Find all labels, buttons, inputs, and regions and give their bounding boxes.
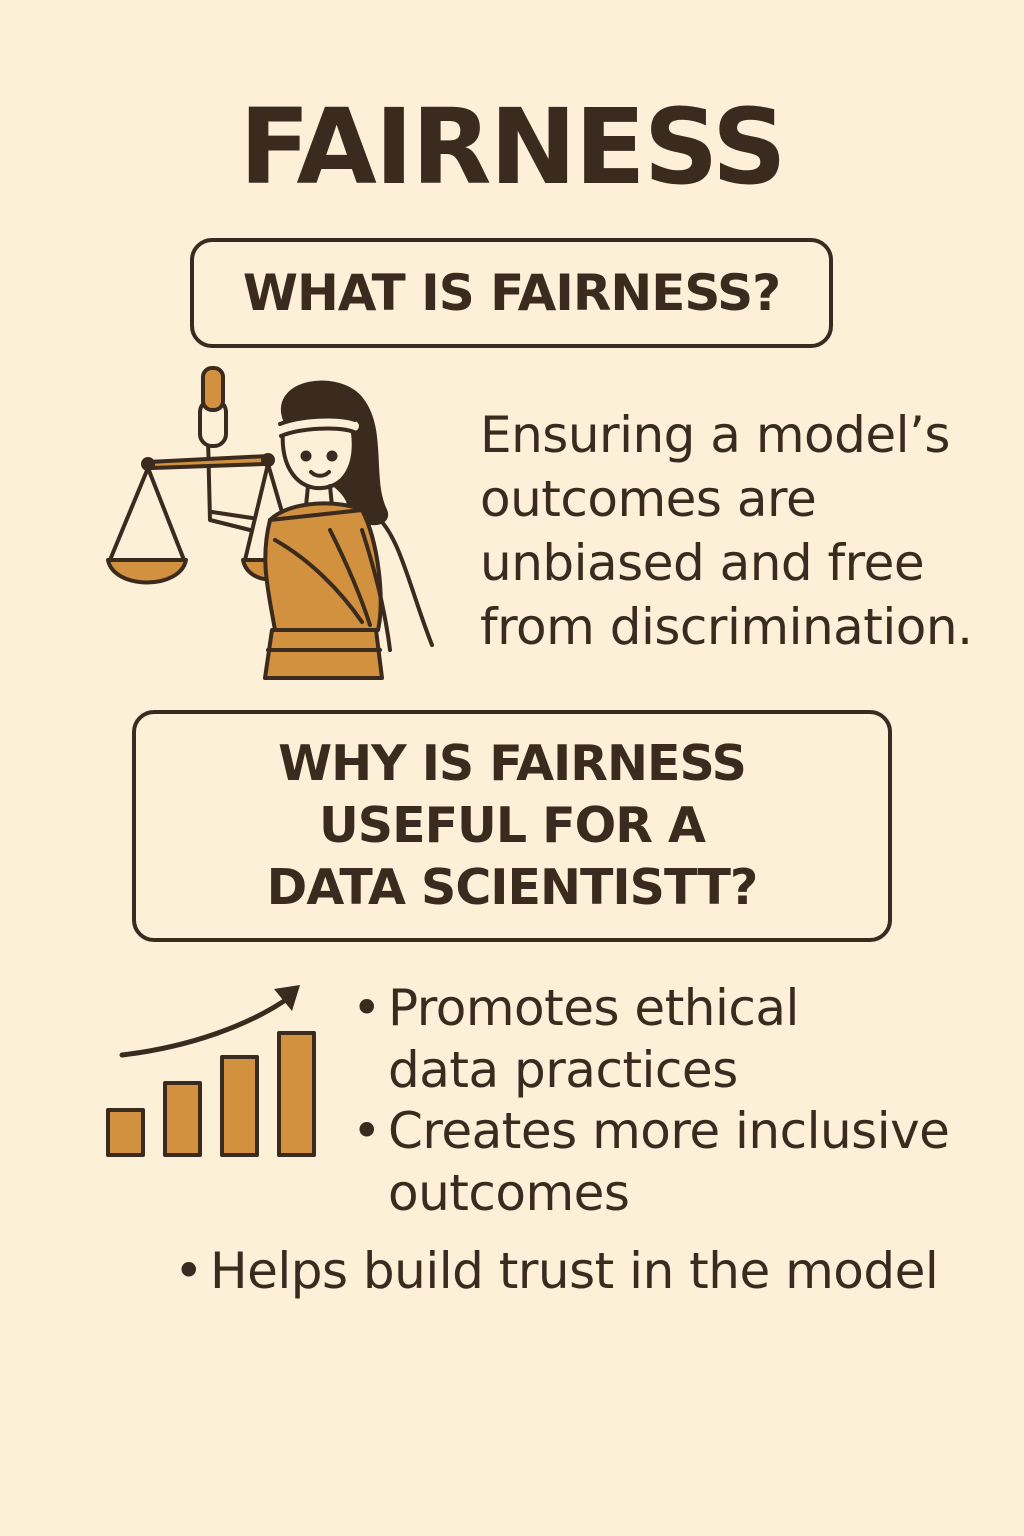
definition-line: Ensuring a model’s [480, 406, 950, 464]
heading-line: USEFUL FOR A [319, 797, 706, 854]
fairness-definition: Ensuring a model’s outcomes are unbiased… [480, 403, 1000, 659]
bullet-line: Promotes ethical [388, 979, 799, 1037]
heading-line: DATA SCIENTISTT? [266, 859, 759, 916]
bullet-marker: • [174, 1242, 204, 1300]
growth-bar-chart-icon [106, 985, 316, 1157]
list-item: • Creates more inclusive outcomes [352, 1100, 950, 1224]
what-is-fairness-heading-box: WHAT IS FAIRNESS? [190, 238, 833, 348]
bullet-marker: • [352, 979, 382, 1037]
page-title: FAIRNESS [239, 86, 787, 208]
bullet-marker: • [352, 1102, 382, 1160]
bullet-line: Helps build trust in the model [210, 1242, 939, 1300]
definition-line: outcomes are [480, 470, 817, 528]
list-item: • Helps build trust in the model [174, 1240, 939, 1302]
bullet-line: outcomes [388, 1164, 630, 1222]
lady-justice-icon [106, 366, 434, 680]
list-item: • Promotes ethical data practices [352, 977, 799, 1101]
heading-line: WHY IS FAIRNESS [278, 735, 747, 792]
what-is-fairness-heading: WHAT IS FAIRNESS? [242, 264, 781, 322]
definition-line: from discrimination. [480, 598, 973, 656]
definition-line: unbiased and free [480, 534, 925, 592]
bullet-line: data practices [388, 1041, 738, 1099]
why-fairness-useful-heading: WHY IS FAIRNESS USEFUL FOR A DATA SCIENT… [266, 733, 759, 919]
why-fairness-useful-heading-box: WHY IS FAIRNESS USEFUL FOR A DATA SCIENT… [132, 710, 892, 942]
bullet-line: Creates more inclusive [388, 1102, 950, 1160]
